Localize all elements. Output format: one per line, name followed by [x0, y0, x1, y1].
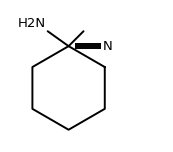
- Text: N: N: [103, 40, 113, 53]
- Text: H2N: H2N: [18, 17, 46, 30]
